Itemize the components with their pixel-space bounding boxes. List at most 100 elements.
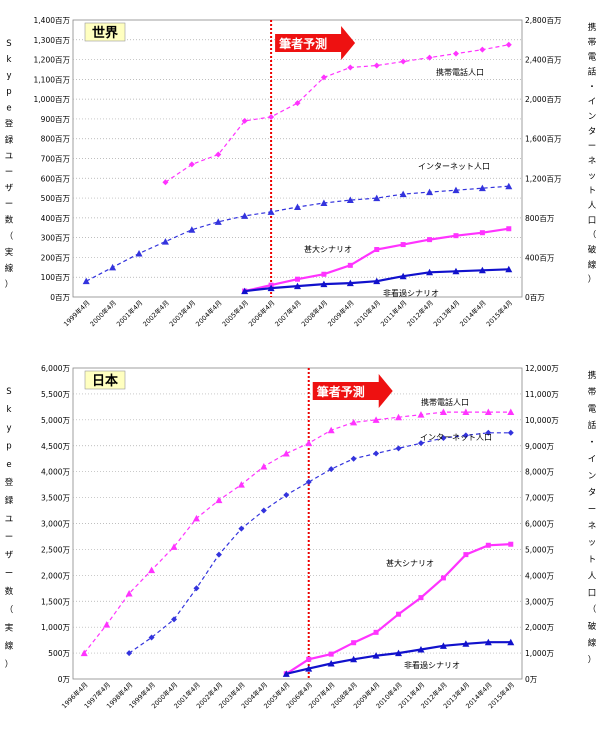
chart-title: 日本: [92, 373, 118, 389]
data-point: [440, 434, 447, 441]
data-point: [171, 616, 178, 623]
data-point: [193, 585, 200, 592]
y-left-tick-label: 6,000万: [41, 364, 70, 373]
y-left-tick-label: 0万: [58, 675, 71, 684]
x-tick-label: 2005年4月: [220, 298, 250, 328]
data-point: [507, 429, 514, 436]
y-left-tick-label: 500万: [48, 649, 70, 658]
data-point: [267, 284, 275, 292]
y-right-tick-label: 2,800百万: [525, 16, 562, 25]
y-right-tick-label: 400百万: [525, 253, 555, 262]
data-point: [294, 282, 301, 290]
y-left-tick-label: 5,000万: [41, 416, 70, 425]
plot-area: [72, 19, 523, 298]
data-point: [241, 212, 249, 219]
data-point: [320, 199, 328, 207]
data-point: [238, 525, 245, 532]
y-left-tick-label: 600百万: [41, 174, 71, 183]
chart-title-box: [84, 22, 126, 42]
data-point: [350, 418, 358, 426]
series-annotation: 非看過シナリオ: [404, 660, 460, 670]
data-point: [374, 247, 380, 253]
data-point: [426, 268, 434, 276]
data-point: [260, 462, 268, 470]
series-line-0: [165, 44, 509, 183]
y-left-tick-label: 1,100百万: [34, 75, 71, 84]
data-point: [452, 50, 459, 57]
y-right-tick-label: 1,000万: [525, 649, 554, 658]
y-right-tick-label: 9,000万: [525, 442, 554, 451]
y-left-tick-label: 1,200百万: [34, 56, 71, 65]
data-point: [395, 445, 402, 452]
y-right-tick-label: 7,000万: [525, 494, 554, 503]
data-point: [399, 190, 407, 198]
series-annotation: 甚大シナリオ: [304, 244, 352, 254]
data-point: [148, 566, 156, 574]
y-right-tick-label: 2,000百万: [525, 95, 562, 104]
data-point: [321, 271, 327, 277]
x-tick-label: 2003年4月: [167, 298, 197, 328]
series-annotation: 携帯電話人口: [421, 397, 469, 407]
data-point: [188, 226, 196, 233]
data-point: [505, 41, 512, 48]
y-right-axis-title: 携帯電話・インターネット人口（破線）: [588, 22, 597, 285]
data-point: [426, 188, 434, 196]
y-left-tick-label: 5,500万: [41, 390, 70, 399]
data-point: [82, 277, 90, 285]
data-point: [373, 277, 381, 285]
data-point: [485, 542, 491, 548]
data-point: [192, 514, 200, 522]
data-point: [452, 186, 460, 194]
data-point: [453, 233, 459, 239]
y-left-tick-label: 1,300百万: [34, 36, 71, 45]
y-left-tick-label: 800百万: [41, 135, 71, 144]
x-tick-label: 2015年4月: [484, 298, 514, 328]
data-point: [395, 649, 403, 657]
data-point: [267, 208, 275, 215]
data-point: [427, 237, 433, 243]
data-point: [396, 611, 402, 617]
data-point: [170, 543, 178, 550]
y-left-tick-label: 900百万: [41, 115, 71, 124]
y-right-tick-label: 1,200百万: [525, 174, 562, 183]
data-point: [294, 203, 301, 210]
series-annotation: 携帯電話人口: [436, 67, 484, 77]
y-right-tick-label: 2,400百万: [525, 56, 562, 65]
data-point: [260, 507, 267, 514]
data-point: [400, 58, 407, 65]
data-point: [478, 184, 486, 192]
data-point: [320, 280, 328, 288]
data-point: [417, 645, 425, 653]
data-point: [241, 117, 248, 124]
data-point: [305, 665, 313, 672]
data-point: [241, 287, 249, 295]
x-tick-label: 2000年4月: [88, 298, 118, 328]
x-tick-label: 2012年4月: [405, 298, 435, 328]
data-point: [283, 491, 290, 498]
data-point: [505, 265, 513, 273]
x-tick-label: 2014年4月: [458, 298, 488, 328]
plot-area: [72, 367, 523, 680]
data-point: [282, 670, 290, 677]
data-point: [103, 621, 111, 628]
y-right-tick-label: 12,000万: [525, 364, 559, 373]
y-left-tick-label: 3,500万: [41, 494, 70, 503]
y-left-tick-label: 400百万: [41, 214, 71, 223]
chart-panel-0: 0百万 100百万 200百万 300百万 400百万 500百万 600百万 700百万 80…: [5, 16, 597, 328]
data-point: [462, 640, 470, 647]
data-point: [188, 161, 195, 168]
data-point: [80, 649, 88, 657]
data-point: [373, 629, 379, 635]
data-point: [126, 650, 133, 657]
y-left-tick-label: 500百万: [41, 194, 71, 203]
data-point: [320, 74, 327, 81]
y-right-axis-title: 携帯電話・インターネット人口（破線）: [588, 370, 597, 665]
data-point: [395, 413, 403, 421]
data-point: [328, 651, 334, 657]
data-point: [426, 54, 433, 61]
data-point: [237, 481, 245, 488]
data-point: [507, 638, 515, 646]
data-point: [505, 182, 513, 190]
